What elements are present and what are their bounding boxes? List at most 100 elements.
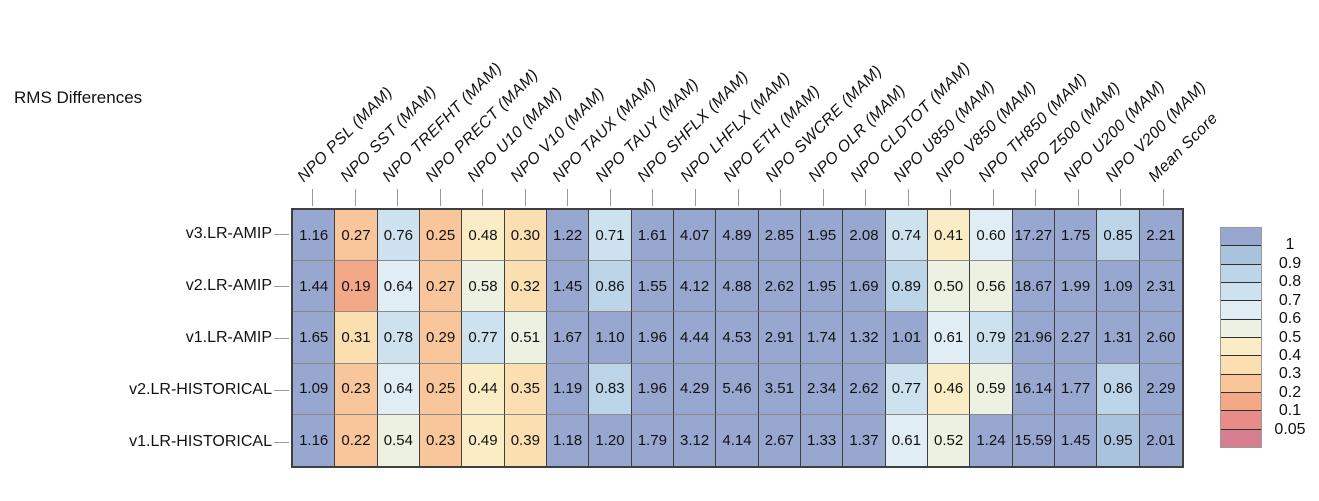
heatmap-cell: 1.19: [546, 363, 590, 415]
heatmap-cell: 0.71: [589, 210, 632, 262]
row-label: v2.LR-AMIP: [185, 277, 272, 294]
heatmap-cell: 0.83: [589, 363, 632, 415]
heatmap-cell: 3.51: [758, 363, 801, 415]
heatmap-cell: 0.44: [462, 363, 505, 415]
colorbar-segment: [1221, 355, 1261, 374]
heatmap-cell: 1.61: [631, 210, 674, 262]
heatmap-cell: 0.31: [335, 312, 378, 364]
colorbar-tick-label: 0.3: [1278, 365, 1302, 383]
heatmap-cell: 2.85: [758, 210, 801, 262]
heatmap-cell: 0.29: [419, 312, 463, 364]
colorbar-segment: [1221, 245, 1261, 264]
heatmap-cell: 0.86: [589, 261, 632, 313]
column-tick: [525, 189, 526, 206]
heatmap-cell: 1.79: [631, 414, 674, 466]
heatmap-cell: 0.30: [504, 210, 547, 262]
colorbar-tick-label: 0.05: [1274, 420, 1306, 438]
column-tick: [865, 189, 866, 206]
column-tick: [1035, 189, 1036, 206]
heatmap-cell: 0.61: [885, 414, 928, 466]
heatmap-cell: 3.12: [673, 414, 717, 466]
heatmap-cell: 4.88: [716, 261, 759, 313]
colorbar-segment: [1221, 336, 1261, 356]
heatmap-cell: 1.37: [843, 414, 886, 466]
heatmap-cell: 4.12: [673, 261, 717, 313]
heatmap-cell: 0.77: [462, 312, 505, 364]
column-tick: [610, 189, 611, 206]
heatmap-cell: 0.85: [1097, 210, 1140, 262]
heatmap-cell: 0.77: [885, 363, 928, 415]
heatmap-cell: 0.25: [419, 210, 463, 262]
chart-title: RMS Differences: [14, 88, 143, 107]
heatmap-cell: 4.29: [673, 363, 717, 415]
heatmap-cell: 2.01: [1139, 414, 1182, 466]
column-tick: [355, 189, 356, 206]
heatmap-cell: 2.31: [1139, 261, 1182, 313]
heatmap-cell: 2.60: [1139, 312, 1182, 364]
heatmap-cell: 0.54: [377, 414, 420, 466]
row-label: v2.LR-HISTORICAL: [129, 381, 272, 398]
colorbar-tick-label: 1: [1285, 236, 1295, 254]
colorbar: [1220, 227, 1262, 448]
colorbar-segment: [1221, 391, 1261, 411]
colorbar-segment: [1221, 300, 1261, 319]
heatmap-cell: 1.95: [800, 261, 844, 313]
heatmap-cell: 1.22: [546, 210, 590, 262]
heatmap-cell: 0.23: [335, 363, 378, 415]
heatmap-cell: 0.46: [927, 363, 971, 415]
heatmap-cell: 0.58: [462, 261, 505, 313]
heatmap-cell: 0.76: [377, 210, 420, 262]
heatmap-cell: 1.77: [1054, 363, 1098, 415]
heatmap-cell: 0.35: [504, 363, 547, 415]
heatmap-cell: 1.10: [589, 312, 632, 364]
colorbar-tick-label: 0.7: [1278, 291, 1302, 309]
heatmap-cell: 15.59: [1012, 414, 1055, 466]
row-label: v3.LR-AMIP: [185, 225, 272, 242]
heatmap-cell: 0.61: [927, 312, 971, 364]
column-tick: [440, 189, 441, 206]
heatmap-cell: 1.32: [843, 312, 886, 364]
heatmap-cell: 1.75: [1054, 210, 1098, 262]
colorbar-segment: [1221, 410, 1261, 429]
heatmap-cell: 1.18: [546, 414, 590, 466]
row-tick: [274, 234, 289, 235]
heatmap-cell: 1.16: [293, 210, 336, 262]
colorbar-tick-label: 0.1: [1278, 402, 1302, 420]
heatmap-cell: 1.44: [293, 261, 336, 313]
heatmap-cell: 2.62: [843, 363, 886, 415]
column-tick: [1078, 189, 1079, 206]
row-label: v1.LR-AMIP: [185, 329, 272, 346]
heatmap-cell: 5.46: [716, 363, 759, 415]
colorbar-segment: [1221, 263, 1261, 282]
column-tick: [908, 189, 909, 206]
heatmap-cell: 0.27: [419, 261, 463, 313]
column-tick: [312, 189, 313, 206]
colorbar-tick-label: 0.5: [1278, 328, 1302, 346]
heatmap-cell: 0.48: [462, 210, 505, 262]
heatmap-cell: 2.08: [843, 210, 886, 262]
colorbar-segment: [1221, 318, 1261, 337]
heatmap-cell: 1.16: [293, 414, 336, 466]
column-tick: [1163, 189, 1164, 206]
heatmap-cell: 2.91: [758, 312, 801, 364]
heatmap-cell: 1.20: [589, 414, 632, 466]
heatmap-cell: 0.19: [335, 261, 378, 313]
heatmap-cell: 4.89: [716, 210, 759, 262]
heatmap-cell: 0.32: [504, 261, 547, 313]
heatmap-cell: 1.09: [293, 363, 336, 415]
heatmap-cell: 0.64: [377, 363, 420, 415]
heatmap-cell: 1.99: [1054, 261, 1098, 313]
heatmap-cell: 0.59: [970, 363, 1013, 415]
heatmap-cell: 2.21: [1139, 210, 1182, 262]
heatmap-cell: 21.96: [1012, 312, 1055, 364]
heatmap-cell: 0.52: [927, 414, 971, 466]
heatmap-cell: 1.74: [800, 312, 844, 364]
heatmap-grid: 1.16 0.27 0.76 0.25 0.48 0.30 1.22 0.71 1.61 4.07…: [291, 208, 1184, 468]
heatmap-cell: 1.96: [631, 363, 674, 415]
heatmap-cell: 0.86: [1097, 363, 1140, 415]
row-tick: [274, 338, 289, 339]
heatmap-cell: 16.14: [1012, 363, 1055, 415]
heatmap-cell: 1.09: [1097, 261, 1140, 313]
heatmap-cell: 1.67: [546, 312, 590, 364]
column-tick: [397, 189, 398, 206]
